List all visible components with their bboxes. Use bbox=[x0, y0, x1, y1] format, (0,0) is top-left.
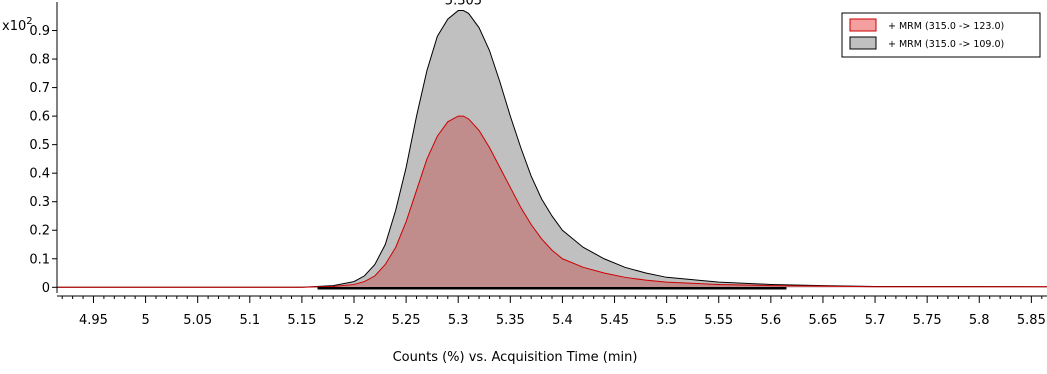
legend-swatch bbox=[849, 18, 877, 32]
y-tick-label: 0.3 bbox=[29, 195, 50, 210]
series-line-0 bbox=[57, 10, 1047, 288]
y-tick-label: 0.8 bbox=[29, 53, 50, 68]
x-tick-label: 5.8 bbox=[969, 313, 990, 328]
x-tick-label: 5.35 bbox=[496, 313, 525, 328]
series-area-1 bbox=[57, 116, 1047, 288]
series-line-1 bbox=[57, 115, 1047, 288]
x-tick-label: 4.95 bbox=[79, 313, 108, 328]
legend: + MRM (315.0 -> 123.0) + MRM (315.0 -> 10… bbox=[841, 12, 1041, 58]
y-tick-label: 0.1 bbox=[29, 252, 50, 267]
legend-swatch bbox=[849, 36, 877, 50]
x-tick-label: 5.3 bbox=[448, 313, 469, 328]
x-axis-title: Counts (%) vs. Acquisition Time (min) bbox=[393, 350, 638, 365]
x-tick-label: 5.7 bbox=[865, 313, 886, 328]
x-tick-label: 5.75 bbox=[913, 313, 942, 328]
y-multiplier-label: x102 bbox=[2, 16, 33, 34]
y-tick-label: 0.6 bbox=[29, 110, 50, 125]
x-tick-label: 5.2 bbox=[344, 313, 365, 328]
x-tick-label: 5.5 bbox=[656, 313, 677, 328]
y-multiplier-exponent: 2 bbox=[26, 16, 32, 27]
annotations: 5.305 bbox=[445, 0, 482, 9]
x-tick-label: 5.4 bbox=[552, 313, 573, 328]
legend-label: + MRM (315.0 -> 109.0) bbox=[888, 39, 1004, 50]
plot-area bbox=[57, 10, 1047, 290]
y-tick-label: 0.7 bbox=[29, 81, 50, 96]
peak-label: 5.305 bbox=[445, 0, 482, 9]
x-tick-label: 5.15 bbox=[287, 313, 316, 328]
y-tick-label: 0.5 bbox=[29, 138, 50, 153]
x-tick-label: 5.65 bbox=[808, 313, 837, 328]
x-tick-label: 5.55 bbox=[704, 313, 733, 328]
x-tick-label: 5.85 bbox=[1017, 313, 1046, 328]
y-tick-label: 0.4 bbox=[29, 167, 50, 182]
x-tick-label: 5.6 bbox=[760, 313, 781, 328]
y-tick-label: 0.2 bbox=[29, 224, 50, 239]
x-tick-label: 5.1 bbox=[239, 313, 260, 328]
x-tick-label: 5.05 bbox=[183, 313, 212, 328]
legend-label: + MRM (315.0 -> 123.0) bbox=[888, 21, 1004, 32]
x-tick-label: 5.25 bbox=[392, 313, 421, 328]
y-multiplier-base: x10 bbox=[2, 19, 26, 34]
y-tick-label: 0.9 bbox=[29, 24, 50, 39]
x-tick-label: 5.45 bbox=[600, 313, 629, 328]
y-axis: 0 0.1 0.2 0.3 0.4 0.5 0.6 0.7 0.8 0.9 bbox=[29, 2, 58, 296]
x-axis: 4.95 5 5.05 5.1 5.15 5.2 5.25 5.3 5.35 5.4 5.45 5.5… bbox=[57, 295, 1047, 328]
series-area-0 bbox=[57, 10, 1047, 288]
y-tick-label: 0 bbox=[42, 281, 50, 296]
x-tick-label: 5 bbox=[141, 313, 149, 328]
